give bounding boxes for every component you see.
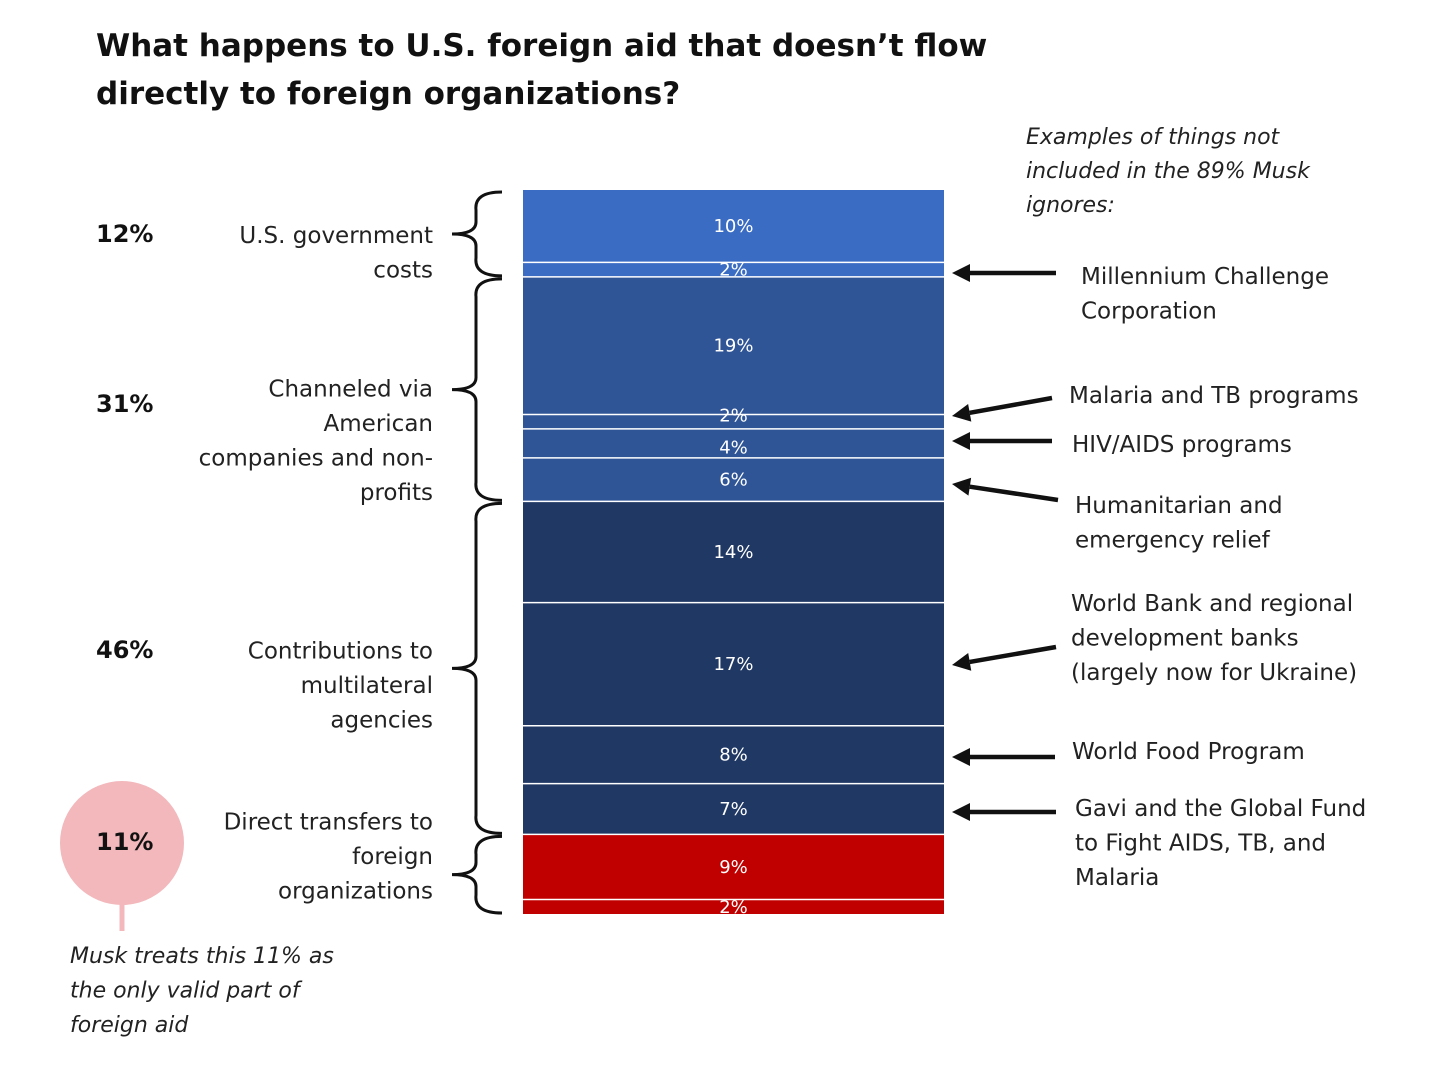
segment-value-label: 8% bbox=[719, 745, 748, 766]
bar-segment bbox=[523, 602, 944, 726]
annotation-text-line: (largely now for Ukraine) bbox=[1071, 660, 1357, 686]
group-label-line: organizations bbox=[278, 879, 433, 905]
group-label-line: Channeled via bbox=[268, 376, 433, 402]
segment-value-label: 10% bbox=[713, 216, 753, 237]
group-label-line: Contributions to bbox=[248, 639, 433, 665]
annotations-header-line: included in the 89% Musk bbox=[1026, 159, 1311, 184]
bar-segment bbox=[523, 834, 944, 900]
bar-segment bbox=[523, 783, 944, 835]
bar-segment bbox=[523, 457, 944, 502]
annotation-text-line: World Bank and regional bbox=[1071, 591, 1353, 617]
segment-value-label: 6% bbox=[719, 470, 748, 491]
annotation-text-line: Millennium Challenge bbox=[1081, 264, 1329, 290]
bar-segment bbox=[523, 899, 944, 914]
highlight-circle bbox=[60, 781, 184, 905]
annotation-arrow-head bbox=[952, 432, 970, 450]
group-total-label: 46% bbox=[96, 636, 153, 664]
segment-value-label: 7% bbox=[719, 799, 748, 820]
annotation-text-line: Corporation bbox=[1081, 299, 1217, 325]
bar-segment bbox=[523, 414, 944, 429]
annotation-arrow-head bbox=[952, 403, 972, 422]
group-total-label: 12% bbox=[96, 220, 153, 248]
annotation-arrow-shaft bbox=[969, 644, 1057, 665]
bar-segment bbox=[523, 276, 944, 415]
group-label-line: companies and non- bbox=[199, 445, 433, 471]
segment-value-label: 19% bbox=[713, 336, 753, 357]
annotation-arrow-head bbox=[952, 748, 970, 766]
annotation-text-line: HIV/AIDS programs bbox=[1072, 432, 1292, 458]
annotation-text-line: Malaria and TB programs bbox=[1069, 383, 1359, 409]
annotation-text-line: development banks bbox=[1071, 626, 1299, 652]
group-label-line: Direct transfers to bbox=[224, 810, 433, 836]
group-label-line: profits bbox=[360, 480, 433, 506]
group-label-line: agencies bbox=[330, 708, 433, 734]
group-total-label: 31% bbox=[96, 390, 153, 418]
annotation-arrow-head bbox=[952, 803, 970, 821]
annotation-arrow-head bbox=[952, 264, 970, 282]
annotation-layer: Examples of things not included in the 89… bbox=[952, 125, 1366, 891]
segment-value-label: 2% bbox=[719, 406, 748, 427]
group-brace bbox=[451, 501, 503, 835]
group-labels: 12% U.S. government costs 31% Channeled via A… bbox=[96, 190, 503, 915]
group-label-line: foreign bbox=[352, 844, 433, 870]
segment-value-label: 9% bbox=[719, 857, 748, 878]
segment-value-label: 4% bbox=[719, 437, 748, 458]
annotation-arrow-head bbox=[952, 653, 972, 671]
highlight-layer bbox=[60, 781, 184, 931]
group-brace bbox=[451, 277, 503, 502]
group-brace bbox=[451, 190, 503, 278]
annotation-text-line: Humanitarian and bbox=[1075, 493, 1283, 519]
segment-value-label: 14% bbox=[713, 542, 753, 563]
group-label-line: American bbox=[324, 411, 433, 437]
chart-title: What happens to U.S. foreign aid that do… bbox=[96, 28, 988, 112]
annotation-arrow-shaft bbox=[969, 395, 1053, 416]
annotation-text-line: Malaria bbox=[1075, 865, 1159, 891]
bar-segment bbox=[523, 262, 944, 277]
segment-value-label: 2% bbox=[719, 897, 748, 918]
footnote-line: Musk treats this 11% as bbox=[70, 944, 334, 969]
bar-segment bbox=[523, 501, 944, 603]
group-label-line: U.S. government bbox=[239, 223, 433, 249]
group-label-line: multilateral bbox=[301, 673, 433, 699]
segment-value-label: 2% bbox=[719, 260, 748, 281]
footnote-line: the only valid part of bbox=[70, 979, 303, 1004]
group-brace bbox=[451, 834, 503, 915]
annotation-text-line: Gavi and the Global Fund bbox=[1075, 796, 1366, 822]
annotation-text-line: World Food Program bbox=[1072, 739, 1305, 765]
group-total-label: 11% bbox=[96, 828, 153, 856]
segment-labels: 10% 2% 19% 2% 4% 6% 14% 17% 8% 7% 9% 2% bbox=[713, 216, 753, 918]
footnote-line: foreign aid bbox=[70, 1013, 189, 1038]
annotation-arrow-head bbox=[952, 477, 972, 496]
group-label-line: costs bbox=[373, 257, 433, 283]
annotation-arrow-shaft bbox=[969, 484, 1059, 503]
bar-segment bbox=[523, 190, 944, 263]
bar-segment bbox=[523, 428, 944, 458]
annotations-header-line: Examples of things not bbox=[1026, 125, 1281, 150]
footnote-layer: Musk treats this 11% as the only valid pa… bbox=[70, 944, 334, 1038]
annotation-text-line: to Fight AIDS, TB, and bbox=[1075, 831, 1326, 857]
segment-value-label: 17% bbox=[713, 654, 753, 675]
bar-segment bbox=[523, 725, 944, 784]
stacked-bar bbox=[523, 190, 944, 914]
annotations-header-line: ignores: bbox=[1026, 193, 1115, 218]
annotation-text-line: emergency relief bbox=[1075, 528, 1271, 554]
